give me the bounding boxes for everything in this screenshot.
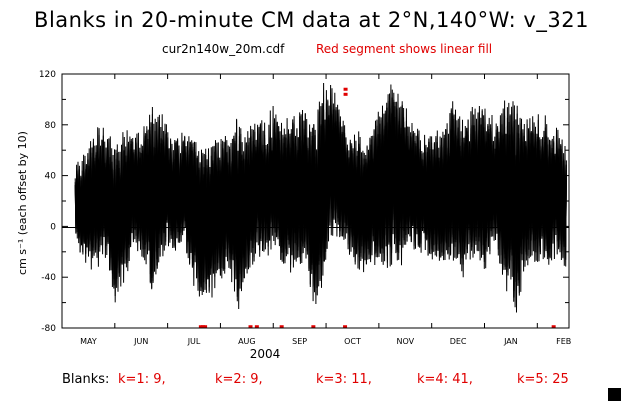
fill-segment (279, 325, 284, 329)
blank-count-k2: k=2: 9, (215, 372, 263, 387)
corner-square (608, 388, 621, 401)
blank-count-k3: k=3: 11, (316, 372, 372, 387)
fill-segment (343, 325, 348, 329)
blank-count-k5: k=5: 25 (517, 372, 569, 387)
chart-title: Blanks in 20-minute CM data at 2°N,140°W… (34, 8, 589, 32)
fill-segment (248, 325, 253, 329)
y-tick-label: 120 (39, 70, 56, 80)
fill-segment (254, 325, 259, 329)
fill-segment (551, 325, 556, 329)
fill-segment (203, 325, 208, 329)
x-tick-label: MAY (80, 337, 97, 346)
axis-layer: -80 -40 0 40 80 120 MAY JUN JUL AUG SEP OCT NOV DEC JA… (39, 70, 571, 346)
x-tick-label: JUN (133, 337, 148, 346)
fill-layer (198, 87, 556, 329)
x-tick-label: JAN (503, 337, 518, 346)
fill-segment (343, 87, 348, 91)
fill-segment (198, 325, 203, 329)
y-tick-label: -40 (41, 273, 56, 283)
chart-annotation: Red segment shows linear fill (316, 42, 493, 56)
series-layer (74, 82, 567, 313)
y-axis-label: cm s⁻¹ (each offset by 10) (16, 131, 29, 275)
fill-segment (200, 325, 205, 329)
x-tick-label: JUL (187, 337, 201, 346)
x-tick-label: FEB (556, 337, 571, 346)
blanks-label: Blanks: (62, 372, 110, 387)
x-tick-label: AUG (238, 337, 256, 346)
chart-subtitle: cur2n140w_20m.cdf (162, 42, 285, 56)
blank-count-k1: k=1: 9, (118, 372, 166, 387)
x-tick-label: OCT (344, 337, 361, 346)
x-tick-label: DEC (450, 337, 467, 346)
y-tick-label: -80 (41, 324, 56, 334)
blank-count-k4: k=4: 41, (417, 372, 473, 387)
x-axis-label: 2004 (250, 347, 281, 361)
y-tick-label: 0 (50, 222, 56, 232)
fill-segment (343, 92, 348, 96)
x-tick-label: SEP (292, 337, 307, 346)
fill-segment (311, 325, 316, 329)
series-line-k5 (74, 82, 567, 302)
y-tick-label: 80 (45, 121, 57, 131)
x-tick-label: NOV (396, 337, 414, 346)
y-tick-label: 40 (45, 172, 57, 182)
